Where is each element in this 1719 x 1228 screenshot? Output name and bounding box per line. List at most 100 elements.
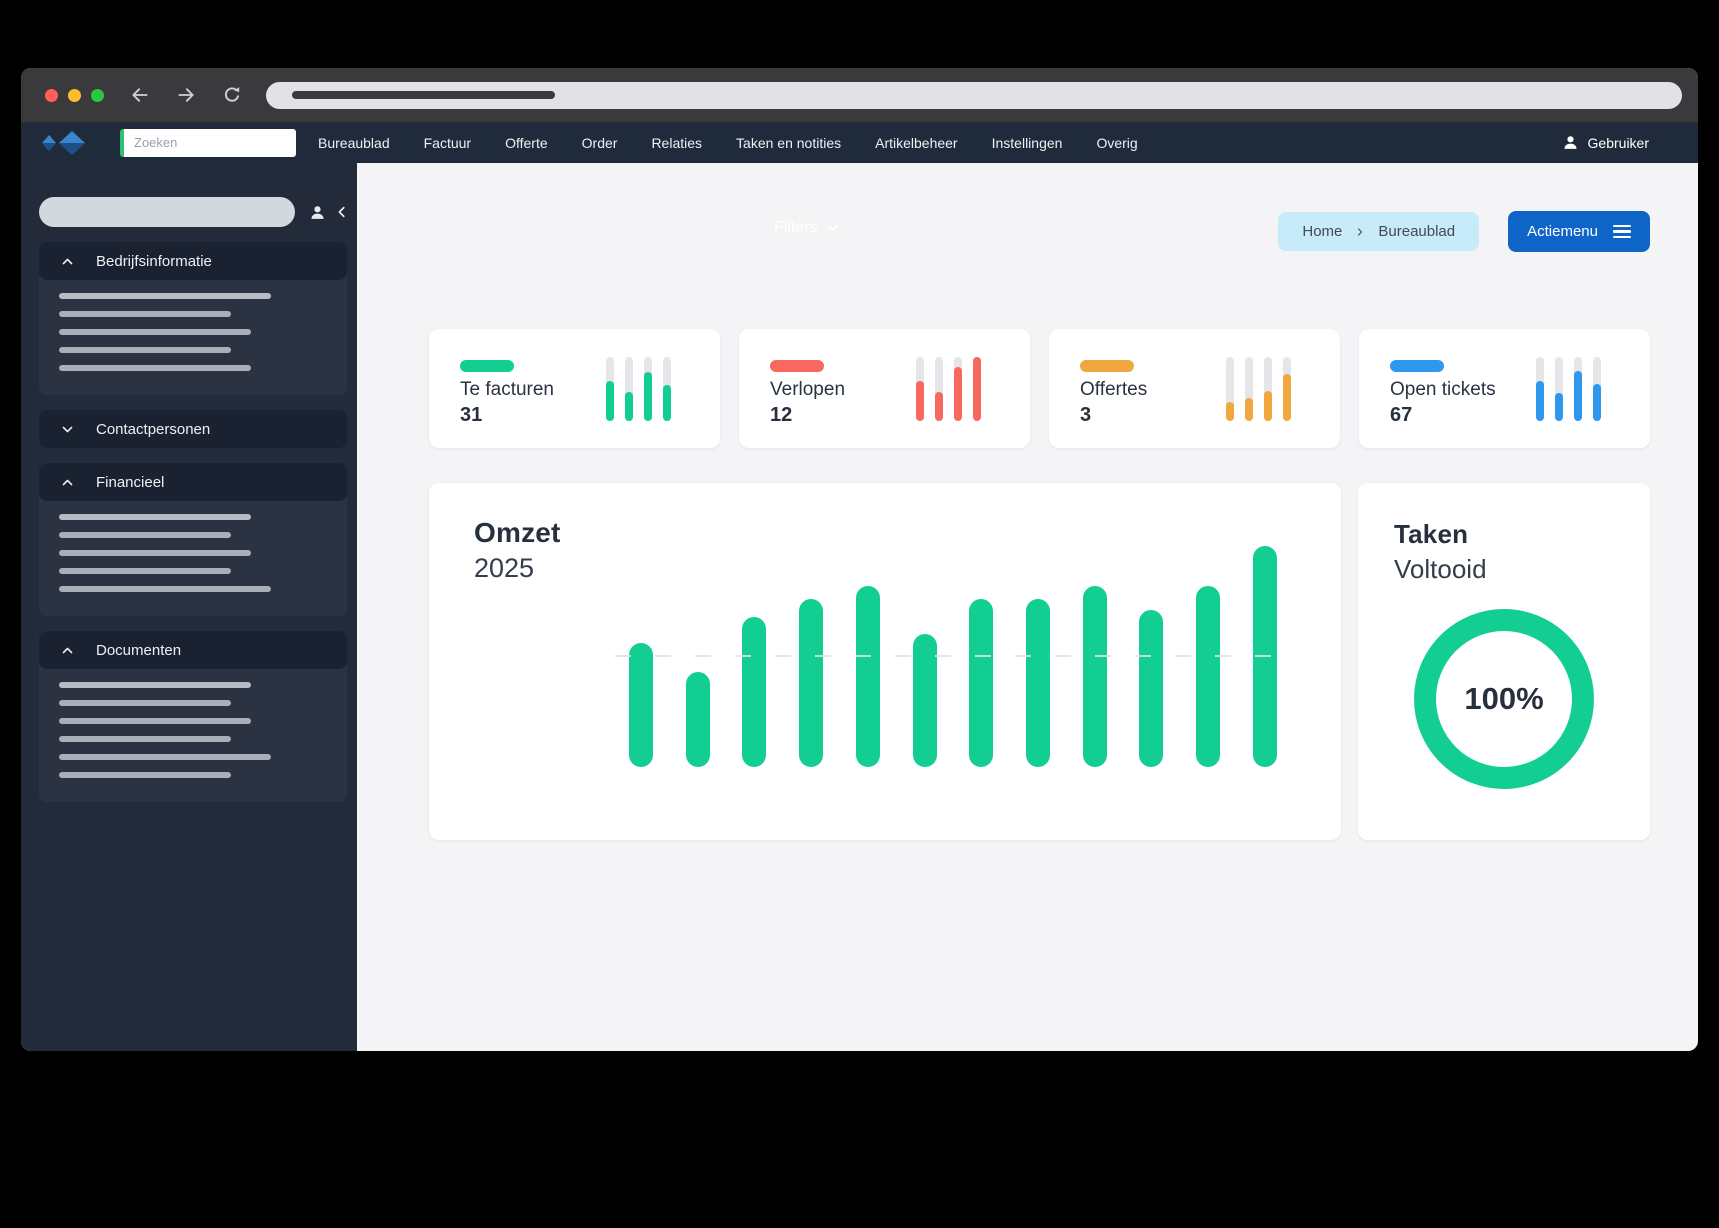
nav-item-taken-en-notities[interactable]: Taken en notities [736, 134, 842, 151]
mini-bar-track [1574, 357, 1582, 421]
kpi-mini-chart [916, 357, 981, 421]
forward-icon[interactable] [176, 85, 196, 105]
revenue-bar-mrt [742, 617, 767, 767]
person-icon[interactable] [309, 204, 326, 221]
skeleton-line [59, 718, 251, 724]
sidebar-section-bedrijfsinformatie: Bedrijfsinformatie [39, 242, 347, 395]
breadcrumb-current[interactable]: Bureaublad [1378, 223, 1456, 240]
page-header: Filters Home Bureaublad Actiemenu [429, 211, 1650, 252]
nav-item-overig[interactable]: Overig [1096, 134, 1138, 151]
sidebar-search-input[interactable] [39, 197, 295, 227]
revenue-bar-jul [969, 599, 994, 767]
reload-icon[interactable] [222, 85, 242, 105]
skeleton-line [59, 682, 251, 688]
mini-bar-fill [1555, 393, 1563, 421]
mini-bar-fill [1283, 374, 1291, 421]
skeleton-line [59, 736, 231, 742]
sidebar-section-header-bedrijfsinformatie[interactable]: Bedrijfsinformatie [39, 242, 347, 280]
mini-bar-fill [663, 385, 671, 421]
breadcrumb: Home Bureaublad [1278, 212, 1480, 251]
tasks-donut-chart: 100% [1414, 609, 1594, 789]
chevron-up-icon [62, 258, 73, 264]
mini-bar-fill [644, 372, 652, 421]
mini-bar-track [663, 357, 671, 421]
mini-bar-track [1264, 357, 1272, 421]
kpi-accent-pill [460, 360, 514, 372]
sidebar-collapse-icon[interactable] [335, 205, 349, 219]
chevron-right-icon [1358, 227, 1363, 236]
kpi-card-verlopen[interactable]: Verlopen 12 [739, 329, 1030, 448]
app-navbar: Bureaublad Factuur Offerte Order Relaties Tak… [21, 122, 1698, 163]
nav-item-factuur[interactable]: Factuur [423, 134, 472, 151]
sidebar-section-documenten: Documenten [39, 631, 347, 802]
sidebar-section-header-financieel[interactable]: Financieel [39, 463, 347, 501]
filters-dropdown[interactable]: Filters [774, 219, 839, 237]
sidebar-toolbar [39, 197, 349, 227]
kpi-accent-pill [1080, 360, 1134, 372]
mini-bar-track [1226, 357, 1234, 421]
kpi-mini-chart [1226, 357, 1291, 421]
sidebar-section-header-contactpersonen[interactable]: Contactpersonen [39, 410, 347, 448]
tasks-donut-value: 100% [1464, 681, 1544, 716]
back-icon[interactable] [130, 85, 150, 105]
kpi-card-offertes[interactable]: Offertes 3 [1049, 329, 1340, 448]
nav-item-order[interactable]: Order [581, 134, 618, 151]
user-label: Gebruiker [1587, 134, 1649, 151]
mini-bar-track [644, 357, 652, 421]
close-window-button[interactable] [45, 88, 58, 102]
sidebar-section-label: Contactpersonen [96, 420, 211, 438]
revenue-chart-title: Omzet [474, 517, 561, 548]
breadcrumb-home[interactable]: Home [1302, 223, 1343, 240]
chevron-up-icon [62, 647, 73, 653]
nav-item-bureaublad[interactable]: Bureaublad [318, 134, 390, 151]
mini-bar-fill [1264, 391, 1272, 421]
skeleton-line [59, 754, 271, 760]
mini-bar-track [1245, 357, 1253, 421]
revenue-bar-dec [1252, 546, 1277, 767]
nav-item-relaties[interactable]: Relaties [651, 134, 703, 151]
navbar-menu: Bureaublad Factuur Offerte Order Relaties Tak… [318, 135, 1138, 151]
minimize-window-button[interactable] [68, 88, 81, 102]
sidebar-sections: Bedrijfsinformatie Contactpersonen Financi… [21, 242, 357, 802]
navbar-search-input[interactable] [120, 128, 296, 157]
mini-bar-fill [625, 392, 633, 421]
nav-item-instellingen[interactable]: Instellingen [991, 134, 1063, 151]
kpi-card-te-facturen[interactable]: Te facturen 31 [429, 329, 720, 448]
kpi-card-open-tickets[interactable]: Open tickets 67 [1359, 329, 1650, 448]
action-menu-label: Actiemenu [1527, 223, 1598, 240]
address-bar[interactable] [266, 81, 1682, 109]
skeleton-line [59, 347, 231, 353]
revenue-chart-subtitle: 2025 [474, 553, 535, 583]
mini-bar-fill [1593, 384, 1601, 421]
user-menu[interactable]: Gebruiker [1562, 134, 1649, 151]
kpi-accent-pill [770, 360, 824, 372]
mini-bar-track [973, 357, 981, 421]
sidebar-section-header-documenten[interactable]: Documenten [39, 631, 347, 669]
reference-line [615, 655, 1291, 657]
sidebar-section-contactpersonen: Contactpersonen [39, 410, 347, 448]
mini-bar-track [1555, 357, 1563, 421]
revenue-bar-chart [615, 546, 1291, 767]
kpi-value: 31 [460, 404, 483, 426]
skeleton-line [59, 514, 251, 520]
action-menu-button[interactable]: Actiemenu [1508, 211, 1650, 252]
tasks-card: Taken Voltooid 100% [1358, 483, 1650, 840]
mini-bar-track [935, 357, 943, 421]
nav-item-artikelbeheer[interactable]: Artikelbeheer [875, 134, 958, 151]
revenue-bar-apr [799, 599, 824, 767]
main-content: Filters Home Bureaublad Actiemenu Te fac… [357, 163, 1698, 1051]
skeleton-line [59, 586, 271, 592]
skeleton-line [59, 772, 231, 778]
revenue-chart-card: Omzet 2025 [429, 483, 1341, 840]
mini-bar-track [916, 357, 924, 421]
maximize-window-button[interactable] [91, 88, 104, 102]
nav-item-offerte[interactable]: Offerte [505, 134, 548, 151]
sidebar-section-financieel: Financieel [39, 463, 347, 616]
url-placeholder-pill [292, 91, 555, 99]
window-controls [45, 88, 104, 102]
browser-chrome [21, 68, 1698, 122]
revenue-bar-mei [855, 586, 880, 767]
revenue-bar-nov [1196, 586, 1221, 767]
kpi-label: Open tickets [1390, 379, 1496, 400]
chevron-up-icon [62, 479, 73, 485]
